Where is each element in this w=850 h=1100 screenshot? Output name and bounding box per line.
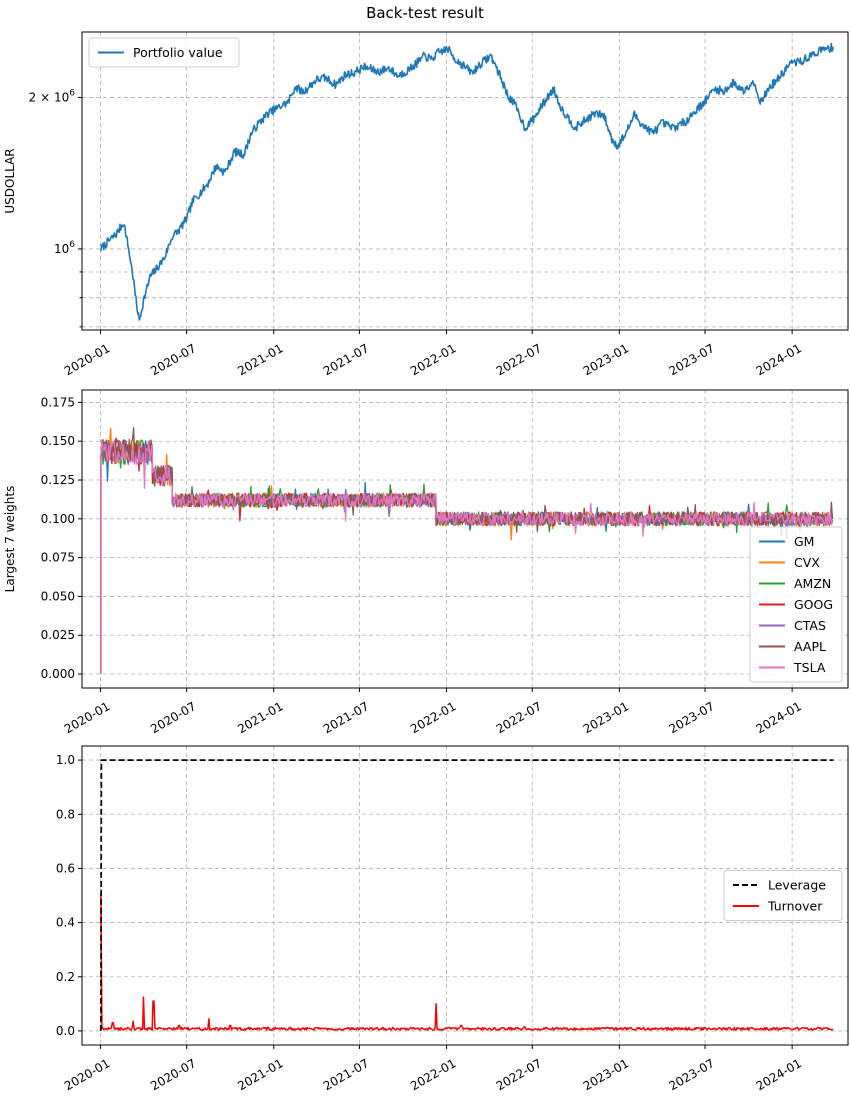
legend: Leverage Turnover xyxy=(723,870,843,921)
y-tick-label: 0.4 xyxy=(56,916,75,930)
legend-label: GM xyxy=(794,534,814,549)
y-tick-label: 0.075 xyxy=(41,551,75,565)
legend-label: AMZN xyxy=(794,576,831,591)
y-tick-label: 0.2 xyxy=(56,970,75,984)
legend-label: AAPL xyxy=(794,639,826,654)
portfolio-value-line xyxy=(100,42,835,321)
legend-label: Turnover xyxy=(767,899,823,914)
leverage-line xyxy=(100,759,834,1031)
legend-label: Portfolio value xyxy=(133,45,223,60)
plot-area xyxy=(100,427,834,674)
axes-frame xyxy=(81,745,849,1046)
figure-title: Back-test result xyxy=(366,4,484,22)
legend-box xyxy=(723,870,843,921)
y-axis-label: USDOLLAR xyxy=(3,148,17,213)
legend-label: TSLA xyxy=(793,660,826,675)
weight-line-tsla xyxy=(100,439,834,674)
y-tick-label: 0.6 xyxy=(56,861,75,875)
y-tick-label: 0.0 xyxy=(56,1024,75,1038)
legend: Portfolio value xyxy=(88,37,240,68)
y-tick-label: 0.8 xyxy=(56,807,75,821)
y-tick-label: 2 × 106 xyxy=(29,89,76,105)
plot-area xyxy=(100,42,835,321)
y-tick-label: 106 xyxy=(54,240,75,256)
legend-box xyxy=(749,526,843,683)
axes-frame xyxy=(81,389,849,689)
y-tick-label: 0.050 xyxy=(41,589,75,603)
y-tick-label: 0.025 xyxy=(41,628,75,642)
y-tick-label: 0.100 xyxy=(41,512,75,526)
legend-box xyxy=(88,37,240,68)
y-tick-label: 1.0 xyxy=(56,753,75,767)
y-tick-label: 0.175 xyxy=(41,395,75,409)
y-tick-label: 0.125 xyxy=(41,473,75,487)
legend-label: CVX xyxy=(794,555,820,570)
legend-label: Leverage xyxy=(768,878,826,893)
axes-frame xyxy=(81,31,849,331)
turnover-line xyxy=(100,892,834,1031)
y-tick-label: 0.000 xyxy=(41,667,75,681)
y-tick-label: 0.150 xyxy=(41,434,75,448)
plot-area xyxy=(100,759,834,1031)
legend-label: CTAS xyxy=(794,618,826,633)
legend: GM CVX AMZN GOOG CTAS AAPL TSLA xyxy=(749,526,843,683)
legend-label: GOOG xyxy=(794,597,833,612)
y-axis-label: Largest 7 weights xyxy=(3,486,17,593)
